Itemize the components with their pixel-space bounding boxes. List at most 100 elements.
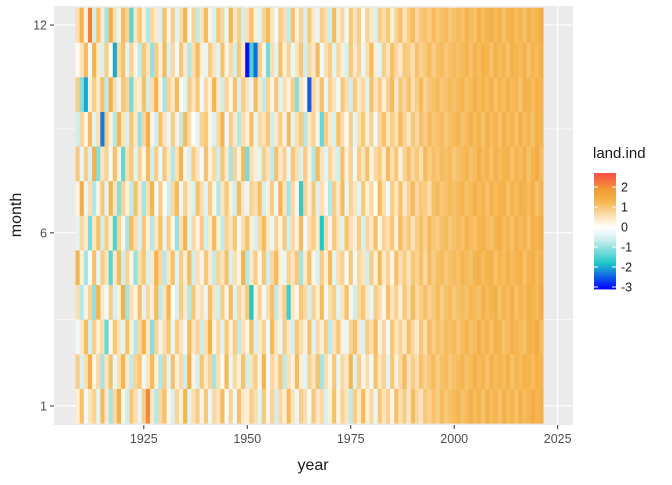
heatmap-tile	[187, 7, 192, 43]
heatmap-tile	[327, 250, 333, 286]
heatmap-tile	[377, 388, 383, 424]
heatmap-tile	[452, 319, 457, 355]
heatmap-tile	[112, 388, 118, 424]
heatmap-tile	[336, 250, 341, 286]
heatmap-tile	[191, 250, 196, 286]
heatmap-tile	[154, 146, 159, 182]
heatmap-tile	[505, 146, 511, 182]
heatmap-tile	[406, 354, 412, 389]
heatmap-tile	[158, 250, 163, 286]
heatmap-tile	[431, 354, 436, 389]
heatmap-tile	[224, 354, 230, 389]
heatmap-tile	[361, 215, 366, 251]
heatmap-tile	[414, 111, 420, 147]
heatmap-tile	[443, 180, 449, 216]
heatmap-tile	[75, 354, 81, 389]
heatmap-tile	[390, 180, 395, 216]
heatmap-tile	[514, 111, 519, 147]
legend-colorbar-segment	[594, 176, 616, 180]
heatmap-tile	[133, 215, 138, 251]
heatmap-tile	[278, 146, 283, 182]
heatmap-tile	[505, 354, 511, 389]
heatmap-tile	[183, 215, 188, 251]
heatmap-tile	[241, 42, 246, 78]
heatmap-tile	[125, 284, 130, 320]
heatmap-tile	[472, 111, 478, 147]
heatmap-tile	[539, 388, 544, 424]
heatmap-tile	[121, 250, 126, 286]
heatmap-tile	[439, 319, 445, 355]
heatmap-tile	[505, 215, 511, 251]
heatmap-tile	[191, 215, 196, 251]
heatmap-tile	[100, 215, 105, 251]
heatmap-tile	[307, 180, 312, 216]
heatmap-tile	[423, 284, 428, 320]
heatmap-tile	[249, 111, 254, 147]
heatmap-tile	[92, 250, 97, 286]
heatmap-tile	[108, 180, 114, 216]
heatmap-tile	[501, 76, 507, 112]
heatmap-tile	[261, 284, 267, 320]
heatmap-tile	[522, 354, 527, 389]
legend-colorbar-segment	[594, 279, 616, 282]
heatmap-tile	[398, 250, 403, 286]
heatmap-tile	[419, 250, 424, 286]
heatmap-tile	[460, 284, 465, 320]
heatmap-tile	[452, 146, 457, 182]
heatmap-tile	[278, 388, 283, 424]
heatmap-tile	[493, 319, 499, 355]
heatmap-tile	[394, 319, 399, 355]
heatmap-tile	[481, 42, 486, 78]
heatmap-tile	[452, 388, 457, 424]
heatmap-tile	[501, 146, 507, 182]
heatmap-tile	[154, 215, 159, 251]
x-tick-label: 2025	[544, 432, 572, 446]
heatmap-tile	[133, 42, 138, 78]
heatmap-tile	[129, 284, 134, 320]
heatmap-tile	[299, 284, 304, 320]
heatmap-tile	[79, 76, 85, 112]
heatmap-tile	[510, 180, 515, 216]
heatmap-tile	[530, 354, 536, 389]
heatmap-tile	[87, 388, 93, 424]
heatmap-tile	[402, 180, 407, 216]
heatmap-tile	[121, 354, 126, 389]
heatmap-tile	[464, 250, 470, 286]
heatmap-tile	[365, 319, 370, 355]
heatmap-tile	[162, 215, 167, 251]
heatmap-tile	[265, 215, 271, 251]
legend-colorbar-segment	[594, 200, 616, 203]
legend-tick-label: 2	[621, 181, 628, 195]
heatmap-tile	[361, 319, 366, 355]
heatmap-tile	[522, 42, 527, 78]
heatmap-tile	[518, 388, 523, 424]
heatmap-tile	[373, 284, 378, 320]
heatmap-tile	[232, 388, 238, 424]
heatmap-tile	[282, 76, 287, 112]
heatmap-tile	[468, 7, 474, 43]
heatmap-tile	[456, 111, 461, 147]
heatmap-tile	[311, 146, 316, 182]
heatmap-tile	[299, 354, 304, 389]
heatmap-tile	[183, 284, 188, 320]
heatmap-tile	[356, 215, 362, 251]
heatmap-tile	[361, 180, 366, 216]
heatmap-tile	[261, 180, 267, 216]
heatmap-tile	[398, 111, 403, 147]
heatmap-tile	[241, 111, 246, 147]
heatmap-tile	[232, 319, 238, 355]
heatmap-tile	[530, 7, 536, 43]
heatmap-tile	[191, 111, 196, 147]
heatmap-tile	[261, 354, 267, 389]
heatmap-tile	[112, 250, 118, 286]
heatmap-tile	[485, 388, 490, 424]
heatmap-tile	[505, 42, 511, 78]
heatmap-tile	[456, 76, 461, 112]
heatmap-tile	[452, 215, 457, 251]
legend-colorbar-segment	[594, 246, 616, 249]
heatmap-tile	[352, 7, 358, 43]
heatmap-tile	[104, 111, 109, 147]
heatmap-tile	[212, 388, 217, 424]
heatmap-tile	[166, 354, 172, 389]
